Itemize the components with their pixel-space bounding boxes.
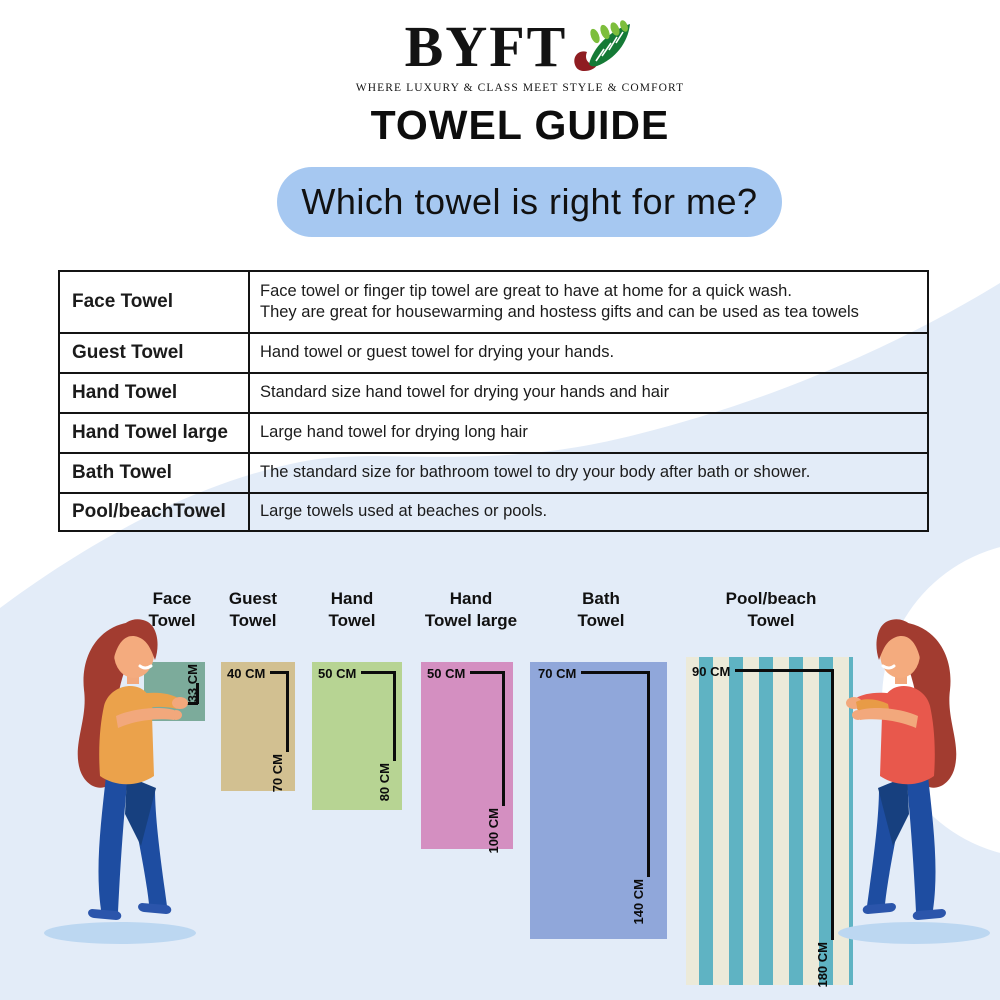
header: BYFT WHERE LUXURY & CLASS MEET STYLE & C… — [40, 14, 1000, 149]
towel-description: The standard size for bathroom towel to … — [248, 452, 929, 494]
brand-logo: BYFT — [40, 14, 1000, 79]
towel-description: Standard size hand towel for drying your… — [248, 372, 929, 414]
pool-beach-towel-swatch — [686, 657, 853, 985]
table-row: Bath Towel The standard size for bathroo… — [58, 452, 929, 494]
towel-column-label: Guest Towel — [228, 589, 278, 631]
table-row: Hand Towel large Large hand towel for dr… — [58, 412, 929, 454]
towel-type: Hand Towel large — [58, 412, 250, 454]
towel-type: Bath Towel — [58, 452, 250, 494]
dimension-line — [179, 702, 198, 705]
dimension-label: 140 CM — [631, 879, 646, 925]
dimension-line — [196, 683, 199, 704]
towel-type: Face Towel — [58, 270, 250, 334]
table-row: Pool/beachTowel Large towels used at bea… — [58, 492, 929, 532]
towel-description: Hand towel or guest towel for drying you… — [248, 332, 929, 374]
table-row: Hand Towel Standard size hand towel for … — [58, 372, 929, 414]
dimension-line — [361, 671, 395, 674]
dimension-line — [735, 669, 833, 672]
dimension-line — [831, 669, 834, 940]
dimension-label: 50 CM — [318, 666, 357, 681]
hand-towel-large-swatch — [421, 662, 513, 849]
towel-column-label: Hand Towel — [328, 589, 376, 631]
table-row: Face Towel Face towel or finger tip towe… — [58, 270, 929, 334]
dimension-line — [581, 671, 649, 674]
woman-figure-right — [836, 617, 992, 946]
dimension-line — [286, 671, 289, 752]
towel-description: Large towels used at beaches or pools. — [248, 492, 929, 532]
towel-column-label: Face Towel — [148, 589, 196, 631]
brand-tagline: WHERE LUXURY & CLASS MEET STYLE & COMFOR… — [355, 82, 685, 94]
towel-description: Large hand towel for drying long hair — [248, 412, 929, 454]
hand-towel-swatch — [312, 662, 402, 810]
dimension-line — [647, 671, 650, 877]
towel-type: Pool/beachTowel — [58, 492, 250, 532]
towel-column-label: Bath Towel — [577, 589, 625, 631]
dimension-line — [393, 671, 396, 761]
question-text: Which towel is right for me? — [301, 181, 758, 222]
dimension-label: 180 CM — [815, 942, 830, 988]
brand-name: BYFT — [404, 14, 568, 79]
dimension-label: 80 CM — [377, 763, 392, 802]
dimension-line — [502, 671, 505, 806]
guest-towel-swatch — [221, 662, 295, 791]
page-title: TOWEL GUIDE — [370, 102, 670, 148]
towel-type: Guest Towel — [58, 332, 250, 374]
dimension-line — [470, 671, 504, 674]
bath-towel-swatch — [530, 662, 667, 939]
dimension-label: 70 CM — [270, 754, 285, 793]
dimension-label: 100 CM — [486, 808, 501, 854]
dimension-label: 40 CM — [227, 666, 266, 681]
towel-column-label: Pool/beach Towel — [725, 589, 817, 631]
dimension-label: 90 CM — [692, 664, 731, 679]
towel-description: Face towel or finger tip towel are great… — [248, 270, 929, 334]
towel-type: Hand Towel — [58, 372, 250, 414]
towel-column-label: Hand Towel large — [424, 589, 518, 631]
dimension-label: 70 CM — [538, 666, 577, 681]
dimension-line — [270, 671, 288, 674]
dimension-label: 50 CM — [427, 666, 466, 681]
woman-figure-left — [42, 617, 198, 946]
table-row: Guest Towel Hand towel or guest towel fo… — [58, 332, 929, 374]
towel-guide-table: Face Towel Face towel or finger tip towe… — [58, 270, 929, 532]
leaf-branch-icon — [571, 20, 635, 78]
question-banner: Which towel is right for me? — [277, 167, 782, 237]
